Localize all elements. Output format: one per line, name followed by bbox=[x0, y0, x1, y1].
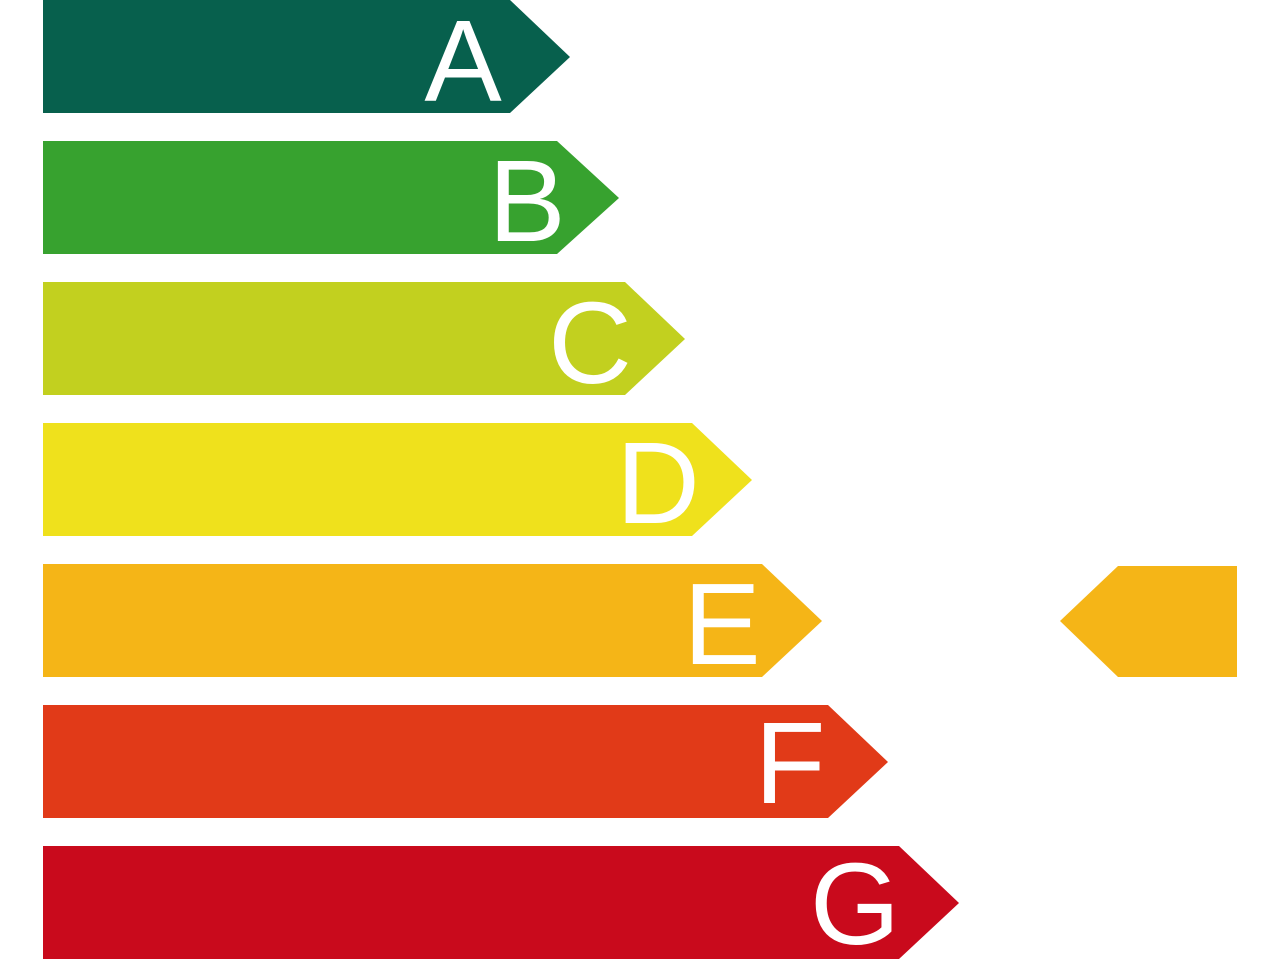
rating-e: E bbox=[43, 559, 822, 689]
current-rating-indicator bbox=[1060, 566, 1237, 677]
rating-arrow bbox=[43, 282, 685, 395]
rating-letter: D bbox=[616, 418, 700, 548]
rating-arrow bbox=[43, 705, 888, 818]
rating-letter: C bbox=[548, 278, 632, 408]
rating-a: A bbox=[43, 0, 570, 126]
rating-arrow bbox=[43, 564, 822, 677]
rating-g: G bbox=[43, 839, 959, 960]
rating-letter: B bbox=[488, 136, 565, 266]
rating-d: D bbox=[43, 418, 752, 548]
rating-letter: F bbox=[755, 698, 826, 828]
rating-arrow bbox=[43, 0, 570, 113]
rating-c: C bbox=[43, 278, 685, 408]
rating-b: B bbox=[43, 136, 619, 266]
rating-f: F bbox=[43, 698, 888, 828]
rating-arrow bbox=[43, 846, 959, 959]
rating-letter: E bbox=[683, 559, 760, 689]
rating-letter: G bbox=[810, 839, 900, 960]
rating-arrow bbox=[43, 141, 619, 254]
rating-arrow bbox=[43, 423, 752, 536]
rating-letter: A bbox=[424, 0, 502, 126]
